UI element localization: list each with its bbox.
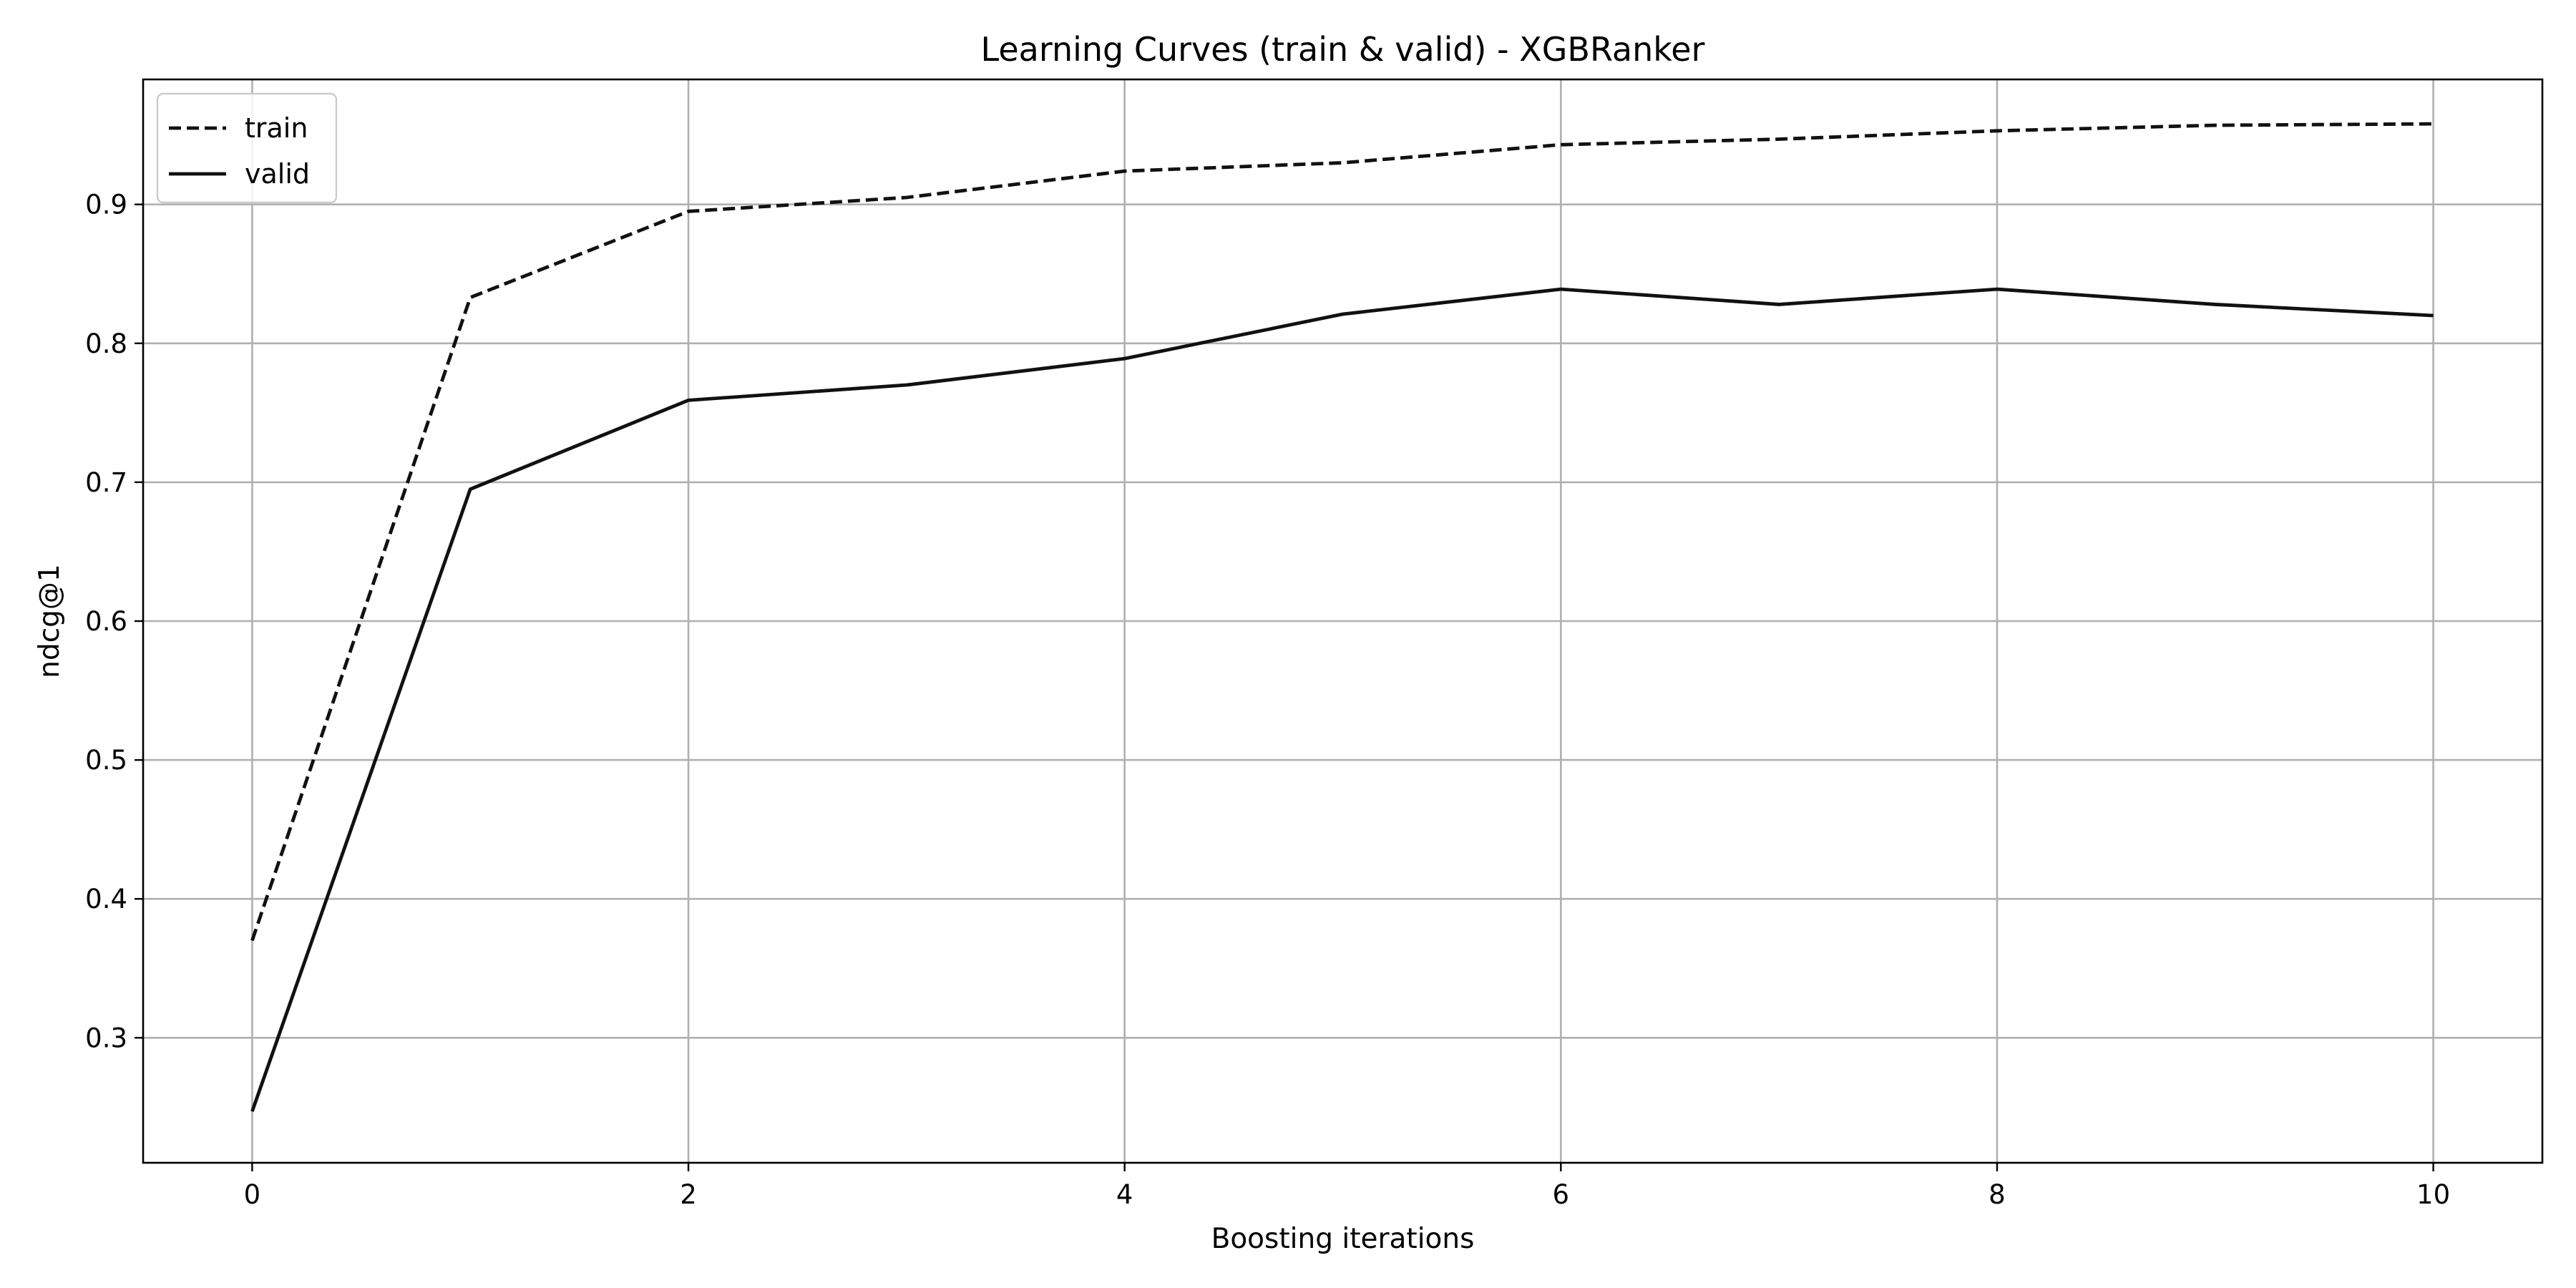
y-tick-label: 0.3 (85, 1023, 127, 1053)
x-axis-label: Boosting iterations (1211, 1223, 1475, 1255)
grid-lines (143, 79, 2542, 1163)
axis-ticks: 0 2 4 6 8 10 0.3 0.4 0.5 0.6 0.7 0.8 0.9 (85, 190, 2450, 1210)
y-tick-label: 0.8 (85, 328, 127, 359)
legend-label-train: train (245, 112, 308, 144)
y-tick-label: 0.5 (85, 745, 127, 776)
y-axis-label: ndcg@1 (34, 564, 66, 678)
x-tick-label: 2 (680, 1179, 697, 1210)
legend: train valid (156, 92, 338, 204)
y-tick-label: 0.4 (85, 884, 127, 914)
legend-label-valid: valid (245, 158, 310, 190)
x-tick-label: 8 (1989, 1179, 2006, 1210)
y-tick-label: 0.7 (85, 467, 127, 498)
x-tick-label: 0 (244, 1179, 261, 1210)
chart-title: Learning Curves (train & valid) - XGBRan… (981, 30, 1705, 69)
x-tick-label: 10 (2416, 1179, 2450, 1210)
x-tick-label: 4 (1116, 1179, 1133, 1210)
series-line-valid (250, 287, 2434, 1112)
y-tick-label: 0.9 (85, 190, 127, 220)
y-tick-label: 0.6 (85, 606, 127, 637)
series-lines (250, 122, 2434, 1112)
x-tick-label: 6 (1553, 1179, 1570, 1210)
series-line-train (250, 122, 2434, 942)
